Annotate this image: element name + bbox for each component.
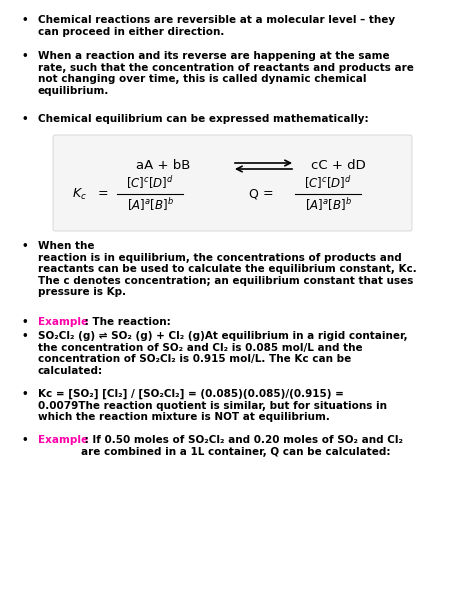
Text: Q: Q xyxy=(248,188,258,200)
Text: Example: Example xyxy=(38,435,88,445)
Text: Chemical equilibrium can be expressed mathematically:: Chemical equilibrium can be expressed ma… xyxy=(38,114,369,124)
Text: : The reaction:: : The reaction: xyxy=(81,317,171,327)
Text: $[A]^a[B]^b$: $[A]^a[B]^b$ xyxy=(127,197,173,213)
Text: $[C]^c[D]^d$: $[C]^c[D]^d$ xyxy=(304,175,352,191)
Text: $K_c$: $K_c$ xyxy=(72,186,87,202)
Text: $[A]^a[B]^b$: $[A]^a[B]^b$ xyxy=(304,197,351,213)
Text: Example: Example xyxy=(38,317,88,327)
Text: Chemical reactions are reversible at a molecular level – they
can proceed in eit: Chemical reactions are reversible at a m… xyxy=(38,15,395,37)
Text: Kc = [SO₂] [Cl₂] / [SO₂Cl₂] = (0.085)(0.085)/(0.915) =
0.0079The reaction quotie: Kc = [SO₂] [Cl₂] / [SO₂Cl₂] = (0.085)(0.… xyxy=(38,389,387,422)
Text: •: • xyxy=(22,435,28,445)
Text: : If 0.50 moles of SO₂Cl₂ and 0.20 moles of SO₂ and Cl₂
are combined in a 1L con: : If 0.50 moles of SO₂Cl₂ and 0.20 moles… xyxy=(81,435,403,457)
Text: •: • xyxy=(22,114,28,124)
Text: •: • xyxy=(22,51,28,61)
Text: $[C]^c[D]^d$: $[C]^c[D]^d$ xyxy=(126,175,174,191)
Text: When a reaction and its reverse are happening at the same
rate, such that the co: When a reaction and its reverse are happ… xyxy=(38,51,414,96)
Text: =: = xyxy=(98,188,109,200)
Text: When the
reaction is in equilibrium, the concentrations of products and
reactant: When the reaction is in equilibrium, the… xyxy=(38,241,417,297)
Text: •: • xyxy=(22,389,28,399)
Text: =: = xyxy=(263,188,273,200)
Text: cC + dD: cC + dD xyxy=(310,159,365,172)
Text: SO₂Cl₂ (g) ⇌ SO₂ (g) + Cl₂ (g)At equilibrium in a rigid container,
the concentra: SO₂Cl₂ (g) ⇌ SO₂ (g) + Cl₂ (g)At equilib… xyxy=(38,331,408,376)
Text: •: • xyxy=(22,15,28,25)
Text: •: • xyxy=(22,317,28,327)
Text: aA + bB: aA + bB xyxy=(136,159,190,172)
FancyBboxPatch shape xyxy=(53,135,412,231)
Text: •: • xyxy=(22,331,28,341)
Text: •: • xyxy=(22,241,28,251)
